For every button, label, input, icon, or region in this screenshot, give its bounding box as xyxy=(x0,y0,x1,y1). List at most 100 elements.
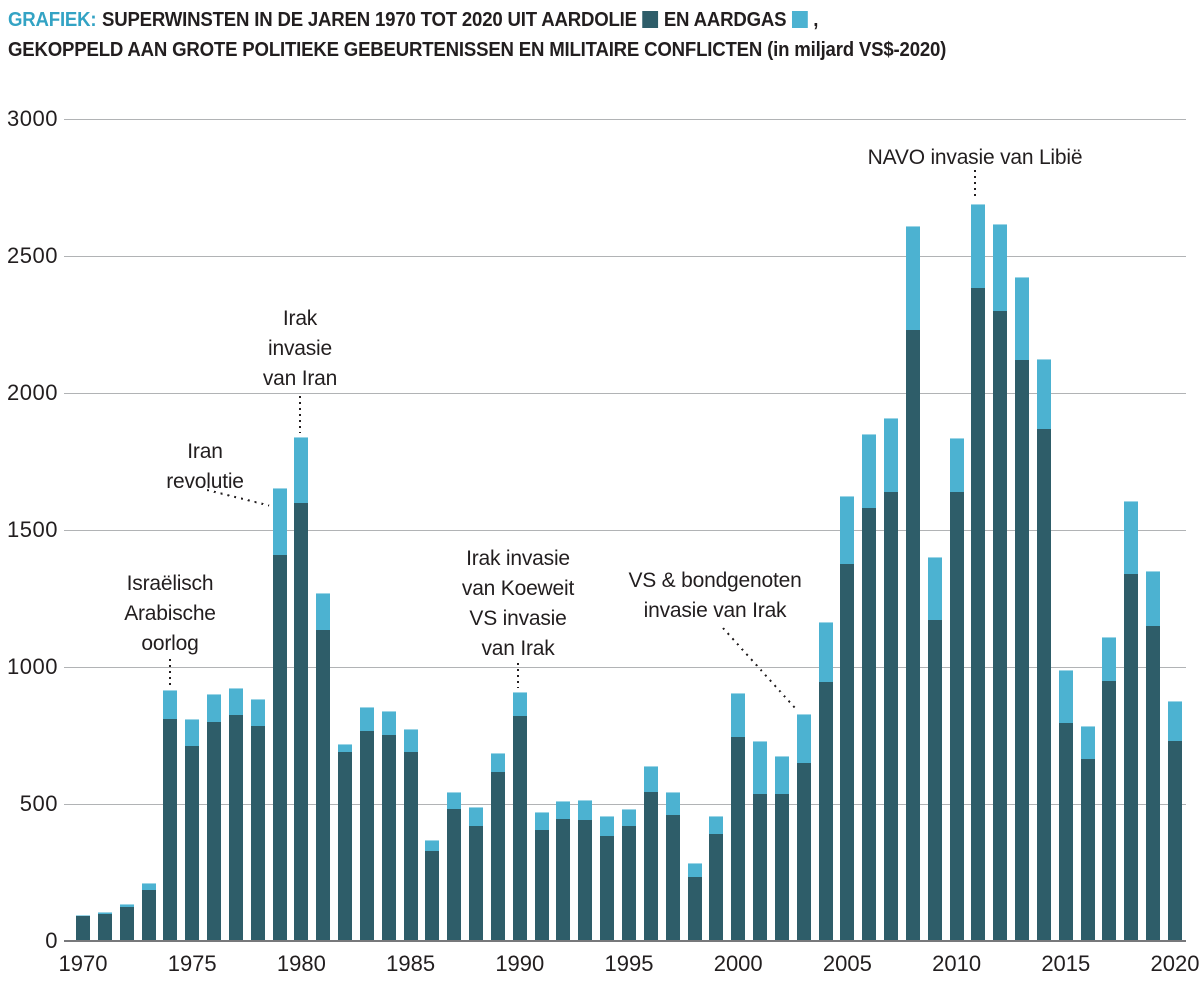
chart-title: GRAFIEK: SUPERWINSTEN IN DE JAREN 1970 TO… xyxy=(8,5,946,65)
annotation-line: revolutie xyxy=(166,470,244,493)
bar-2008-aardolie-segment xyxy=(905,329,920,941)
bar-1981 xyxy=(316,593,331,941)
bar-2006-aardgas-segment xyxy=(862,434,877,509)
bar-2002-aardgas-segment xyxy=(774,756,789,795)
bar-1982 xyxy=(338,743,353,941)
bar-1978-aardolie-segment xyxy=(250,725,265,941)
annotation-line: Israëlisch xyxy=(126,572,214,595)
bar-2020-aardolie-segment xyxy=(1168,740,1182,941)
bar-1975-aardgas-segment xyxy=(185,719,200,747)
x-tick-label-1970: 1970 xyxy=(58,951,108,976)
chart-title-tag: GRAFIEK: xyxy=(8,9,97,31)
annotation-navo-invasie-van-libie: NAVO invasie van Libië xyxy=(835,143,1115,173)
annotation-line: invasie van Irak xyxy=(643,599,787,622)
bar-1992 xyxy=(556,801,571,941)
bar-1988-aardgas-segment xyxy=(469,806,484,826)
bar-1985-aardgas-segment xyxy=(403,728,418,752)
legend-swatch-aardgas xyxy=(791,11,808,28)
bar-2004 xyxy=(818,621,833,941)
gridline-2500 xyxy=(64,256,1186,257)
bar-2000-aardolie-segment xyxy=(731,736,746,941)
bar-2019-aardgas-segment xyxy=(1146,571,1161,626)
bar-1995-aardgas-segment xyxy=(622,809,636,826)
x-tick-label-1975: 1975 xyxy=(167,951,217,976)
bar-1980-aardgas-segment xyxy=(294,436,309,503)
bar-1975-aardolie-segment xyxy=(185,746,200,941)
bar-2016-aardolie-segment xyxy=(1080,758,1095,941)
bar-1996-aardgas-segment xyxy=(643,765,658,792)
x-tick-label-2005: 2005 xyxy=(822,951,872,976)
bar-2006 xyxy=(862,434,877,941)
bar-2012 xyxy=(993,224,1008,941)
bar-1992-aardolie-segment xyxy=(556,819,571,941)
bar-1998 xyxy=(687,862,702,941)
bar-2019 xyxy=(1146,571,1161,941)
bar-1995 xyxy=(622,809,636,941)
bar-1986 xyxy=(425,839,440,941)
bar-2013-aardgas-segment xyxy=(1015,276,1030,361)
bar-2002-aardolie-segment xyxy=(774,794,789,941)
bar-2009-aardgas-segment xyxy=(927,557,942,621)
bar-2012-aardolie-segment xyxy=(993,310,1008,941)
bar-2018-aardolie-segment xyxy=(1124,573,1139,941)
annotation-line: van Irak xyxy=(481,637,555,660)
bar-2017 xyxy=(1102,636,1117,941)
bar-1986-aardolie-segment xyxy=(425,850,440,941)
bar-1979 xyxy=(272,487,287,941)
bar-2005 xyxy=(840,495,855,941)
bar-1970-aardolie-segment xyxy=(76,916,90,941)
bar-2007-aardgas-segment xyxy=(884,417,899,492)
bar-1996 xyxy=(643,765,658,941)
bar-1987-aardgas-segment xyxy=(447,791,462,810)
bar-2005-aardolie-segment xyxy=(840,564,855,941)
bar-1974 xyxy=(163,690,178,941)
bar-1987-aardolie-segment xyxy=(447,809,462,941)
bar-1988-aardolie-segment xyxy=(469,825,484,941)
bar-2005-aardgas-segment xyxy=(840,495,855,565)
bar-2020-aardgas-segment xyxy=(1168,701,1182,741)
annotation-line: VS invasie xyxy=(469,607,567,630)
bar-1973-aardolie-segment xyxy=(141,890,156,941)
bar-1994-aardgas-segment xyxy=(600,816,615,836)
bar-2001-aardolie-segment xyxy=(753,794,768,941)
bar-2007-aardolie-segment xyxy=(884,491,899,941)
bar-2019-aardolie-segment xyxy=(1146,625,1161,941)
bar-1970-aardgas-segment xyxy=(76,914,90,917)
gridline-2000 xyxy=(64,393,1186,394)
bar-1979-aardolie-segment xyxy=(272,554,287,941)
bar-2011-aardolie-segment xyxy=(971,287,986,941)
bar-1971 xyxy=(97,911,112,941)
bar-1990-aardolie-segment xyxy=(512,716,527,941)
bar-1977 xyxy=(228,687,243,941)
bar-1972-aardolie-segment xyxy=(119,906,134,941)
bar-2013-aardolie-segment xyxy=(1015,360,1030,941)
bar-1977-aardolie-segment xyxy=(228,714,243,941)
bar-1984-aardgas-segment xyxy=(381,710,396,736)
bar-2017-aardolie-segment xyxy=(1102,680,1117,941)
annotation-leader-israelisch-arabische-oorlog xyxy=(169,659,171,687)
bar-2014 xyxy=(1036,358,1051,941)
bar-1991 xyxy=(534,812,549,941)
bar-1983-aardgas-segment xyxy=(359,706,374,732)
bar-2000 xyxy=(731,693,746,941)
chart-title-text-2: EN AARDGAS xyxy=(663,9,787,31)
bar-1999-aardolie-segment xyxy=(709,834,724,941)
bar-1981-aardgas-segment xyxy=(316,593,331,630)
bar-2010 xyxy=(949,438,964,941)
annotation-line: NAVO invasie van Libië xyxy=(867,146,1083,169)
annotation-line: van Koeweit xyxy=(461,577,575,600)
bar-1982-aardgas-segment xyxy=(338,743,353,752)
bar-1985-aardolie-segment xyxy=(403,751,418,941)
bar-1989-aardolie-segment xyxy=(490,772,505,941)
bar-1989 xyxy=(490,753,505,941)
bar-1993-aardolie-segment xyxy=(578,820,593,941)
annotation-line: oorlog xyxy=(141,632,199,655)
y-tick-label-0: 0 xyxy=(45,928,58,953)
annotation-line: Arabische xyxy=(124,602,216,625)
annotation-line: Iran xyxy=(187,440,223,463)
bar-1989-aardgas-segment xyxy=(490,753,505,773)
bar-1978 xyxy=(250,698,265,941)
y-tick-label-1000: 1000 xyxy=(7,654,58,679)
bar-2016 xyxy=(1080,725,1095,941)
